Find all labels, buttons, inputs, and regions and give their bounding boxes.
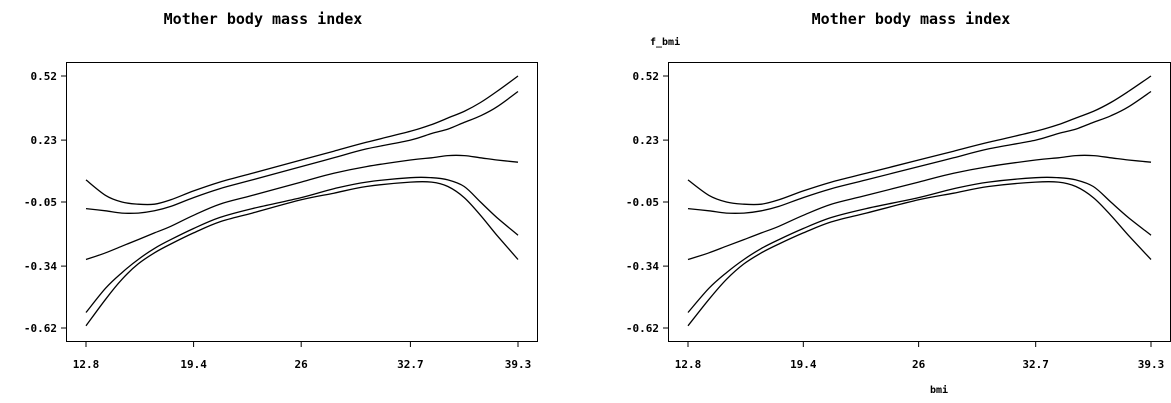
y-tick-label: -0.34	[24, 260, 57, 273]
x-tick-label: 12.8	[675, 358, 702, 371]
series-line-3	[85, 154, 519, 261]
chart-title: Mother body mass index	[164, 10, 363, 28]
y-tick-label: -0.34	[626, 260, 659, 273]
x-tick-label: 32.7	[1022, 358, 1049, 371]
y-tick-label: 0.52	[31, 70, 58, 83]
y-tick-label: -0.05	[24, 196, 57, 209]
chart-title: Mother body mass index	[812, 10, 1011, 28]
x-tick-label: 26	[295, 358, 309, 371]
x-tick-label: 32.7	[397, 358, 424, 371]
x-tick-label: 19.4	[180, 358, 207, 371]
series-line-1	[687, 75, 1152, 206]
y-tick-label: -0.62	[24, 322, 57, 335]
series-line-4	[85, 176, 519, 313]
series-line-3	[687, 154, 1152, 261]
y-tick-label: 0.23	[633, 134, 660, 147]
series-line-5	[85, 180, 519, 327]
x-tick-label: 26	[912, 358, 926, 371]
y-tick-label: -0.62	[626, 322, 659, 335]
plot-frame	[668, 62, 1171, 342]
series-line-1	[85, 75, 519, 206]
y-tick-label: 0.52	[633, 70, 660, 83]
plot-frame	[66, 62, 538, 342]
y-tick-label: -0.05	[626, 196, 659, 209]
x-tick-label: 39.3	[1138, 358, 1165, 371]
series-line-5	[687, 180, 1152, 327]
series-line-4	[687, 176, 1152, 313]
x-tick-label: 12.8	[73, 358, 100, 371]
x-tick-label: 19.4	[790, 358, 817, 371]
x-axis-label: bmi	[930, 384, 948, 396]
series-line-2	[687, 90, 1152, 214]
y-axis-label: f_bmi	[650, 36, 680, 48]
x-tick-label: 39.3	[505, 358, 532, 371]
series-line-2	[85, 90, 519, 214]
y-tick-label: 0.23	[31, 134, 58, 147]
